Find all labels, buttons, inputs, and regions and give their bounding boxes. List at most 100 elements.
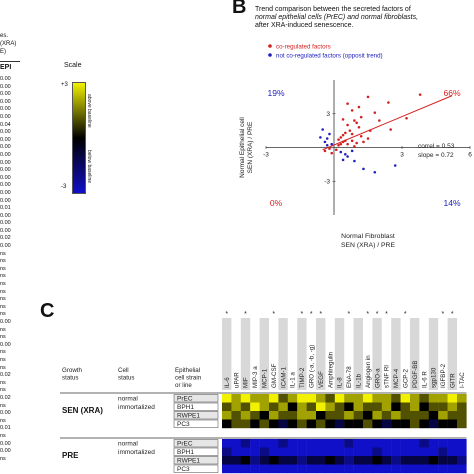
left-strip-value: 0.02 <box>0 372 11 379</box>
heatmap-cell <box>438 456 448 465</box>
heatmap-cell <box>297 411 307 420</box>
left-strip-value: ns <box>0 379 6 386</box>
heatmap-cell <box>259 402 270 412</box>
heatmap-cell <box>231 402 241 412</box>
y-tick-label: 3 <box>326 111 330 118</box>
panel-b-caption: Trend comparison between the secreted fa… <box>255 6 470 30</box>
left-strip-value: 0.00 <box>0 83 11 90</box>
heatmap-cell <box>391 394 401 403</box>
heatmap-cell <box>438 439 448 448</box>
heatmap-cell <box>447 456 458 465</box>
left-strip-value: ns <box>0 281 6 288</box>
heatmap-cell <box>381 464 392 474</box>
left-strip-value: ns <box>0 349 6 356</box>
heatmap-cell <box>259 447 270 457</box>
strain-box <box>173 439 219 448</box>
heatmap-cell <box>240 456 251 465</box>
heatmap-cell <box>344 411 354 420</box>
left-strip-header-4: EPI <box>0 64 12 71</box>
heatmap-cell <box>250 411 260 420</box>
heatmap-cell <box>316 402 326 412</box>
heatmap-cell <box>372 456 382 465</box>
heatmap-cell <box>231 419 241 429</box>
factor-label: MIP-3 a <box>252 366 259 388</box>
heatmap-cell <box>269 419 279 429</box>
heatmap-cell <box>287 419 298 429</box>
heatmap-cell <box>269 464 279 474</box>
heatmap-cell <box>447 419 458 429</box>
factor-label: Amphiregulin <box>327 351 334 388</box>
x-tick-label: 3 <box>400 152 404 159</box>
heatmap-cell <box>316 419 326 429</box>
heatmap-cell <box>278 419 288 429</box>
point-co-regulated <box>373 111 377 114</box>
point-co-regulated <box>334 148 338 152</box>
heatmap-cell <box>334 419 345 429</box>
heatmap-cell <box>287 439 298 448</box>
heatmap-cell <box>344 394 354 403</box>
heatmap-cell <box>259 456 270 465</box>
heatmap-cell <box>391 402 401 412</box>
heatmap-cell <box>231 447 241 457</box>
point-co-regulated <box>330 151 334 155</box>
point-co-regulated <box>346 102 349 105</box>
heatmap-cell <box>297 419 307 429</box>
heatmap-cell <box>240 411 251 420</box>
significance-star: * <box>442 311 445 318</box>
heatmap-cell <box>297 394 307 403</box>
heatmap-cell <box>316 411 326 420</box>
heatmap-cell <box>400 411 411 420</box>
left-strip-values: 0.00 0.00 0.00 0.00 0.00 0.00 0.04 0.00 0.00 0.00… <box>0 76 22 463</box>
heatmap-cell <box>344 456 354 465</box>
left-strip-value: 0.00 <box>0 448 11 455</box>
point-co-regulated <box>359 134 363 138</box>
heatmap-cell <box>222 439 232 448</box>
factor-label: TIMP-2 <box>299 367 306 388</box>
heatmap-cell <box>222 402 232 412</box>
heatmap-cell <box>363 394 373 403</box>
cell-status-label: immortalized <box>118 449 155 456</box>
factor-label: IL-8 <box>337 377 344 388</box>
factor-column-shade <box>428 318 439 390</box>
heatmap-cell <box>231 464 241 474</box>
x-axis-label: SEN (XRA) / PRE <box>341 242 395 249</box>
heatmap-cell <box>334 447 345 457</box>
heatmap-cell <box>316 456 326 465</box>
scale-gradient-bar <box>72 82 86 194</box>
heatmap-cell <box>240 464 251 474</box>
heatmap-cell <box>400 402 411 412</box>
heatmap-cell <box>410 447 420 457</box>
heatmap-cell <box>353 394 364 403</box>
point-not-co-regulated <box>319 136 322 139</box>
left-strip-value: ns <box>0 402 6 409</box>
scatter-plot: co-regulated factors not co-regulated fac… <box>239 43 472 249</box>
heatmap-cell <box>391 456 401 465</box>
heatmap-cell <box>334 402 345 412</box>
point-not-co-regulated <box>321 128 324 131</box>
heatmap-cell <box>410 456 420 465</box>
point-co-regulated <box>337 138 340 141</box>
point-co-regulated <box>355 141 358 145</box>
factor-label: IL-6 <box>224 377 231 388</box>
heatmap-cell <box>259 439 270 448</box>
heatmap-cell <box>325 419 335 429</box>
point-co-regulated <box>348 129 352 132</box>
heatmap-cell <box>316 464 326 474</box>
left-strip-separator <box>0 61 20 62</box>
point-co-regulated <box>418 93 422 96</box>
heatmap-cell <box>419 464 429 474</box>
point-co-regulated <box>355 121 358 125</box>
point-co-regulated <box>362 140 365 144</box>
significance-star: * <box>376 311 379 318</box>
left-strip-value: 0.00 <box>0 319 11 325</box>
panel-b-caption-line-2: normal epithelial cells (PrEC) and norma… <box>255 14 419 21</box>
factor-label: MIF <box>243 377 250 388</box>
left-strip-value: 0.00 <box>0 129 11 136</box>
heatmap-cell <box>372 394 382 403</box>
factor-label: GITR <box>450 373 457 388</box>
factor-label: IGFBP-2 <box>440 363 447 388</box>
legend-label: co-regulated factors <box>276 43 331 50</box>
left-strip-value: 0.00 <box>0 197 11 204</box>
heatmap-cell <box>353 464 364 474</box>
factor-column-shade <box>259 318 269 390</box>
